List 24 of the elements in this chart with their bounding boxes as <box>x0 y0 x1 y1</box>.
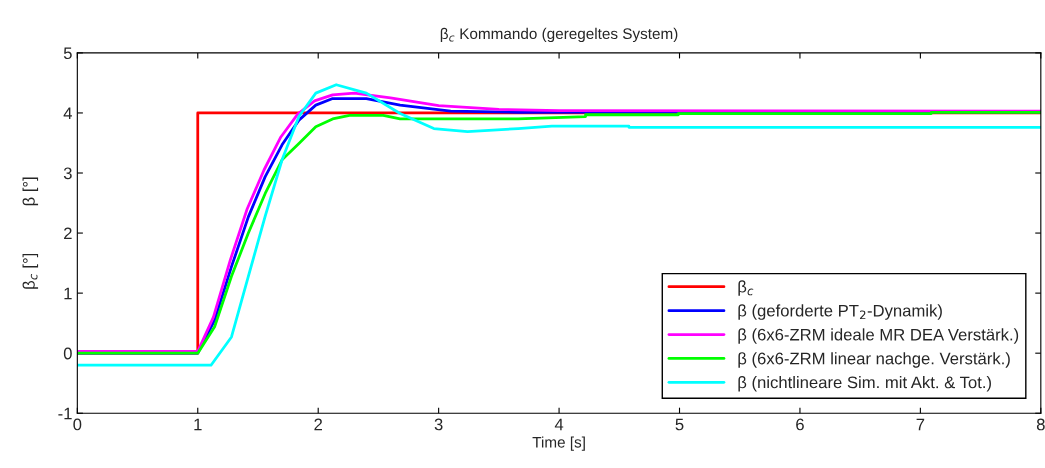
x-tick-label: 5 <box>675 418 684 431</box>
legend-label: β (nichtlineare Sim. mit Akt. & Tot.) <box>738 376 991 392</box>
x-tick-label: 0 <box>73 418 82 431</box>
x-tick-label: 2 <box>314 418 322 431</box>
y-tick-label: 3 <box>63 167 72 180</box>
legend-label: β (6x6-ZRM ideale MR DEA Verstärk.) <box>738 328 1019 344</box>
legend-label: β (geforderte PT$_{2}$-Dynamik) <box>738 304 942 320</box>
x-axis-title: Time [s] <box>532 436 585 451</box>
chart-title: β$_{c}$ Kommando (geregeltes System) <box>440 27 678 43</box>
x-tick-label: 4 <box>554 418 564 431</box>
legend-label: β$_{c}$ <box>738 280 754 296</box>
y-tick-label: 0 <box>63 347 72 360</box>
x-tick-label: 7 <box>916 418 925 431</box>
y-tick-label: -1 <box>58 407 72 420</box>
x-tick-label: 3 <box>434 418 443 431</box>
y-axis-title: β$_{c}$ [°] β [°] <box>22 177 39 289</box>
x-tick-label: 1 <box>194 418 202 431</box>
y-tick-label: 4 <box>63 107 72 119</box>
y-tick-label: 1 <box>64 287 72 300</box>
x-tick-label: 6 <box>796 418 804 431</box>
y-tick-label: 2 <box>64 227 72 240</box>
y-tick-label: 5 <box>63 47 72 60</box>
legend-label: β (6x6-ZRM linear nachge. Verstärk.) <box>738 352 1010 368</box>
x-tick-label: 8 <box>1036 418 1045 431</box>
